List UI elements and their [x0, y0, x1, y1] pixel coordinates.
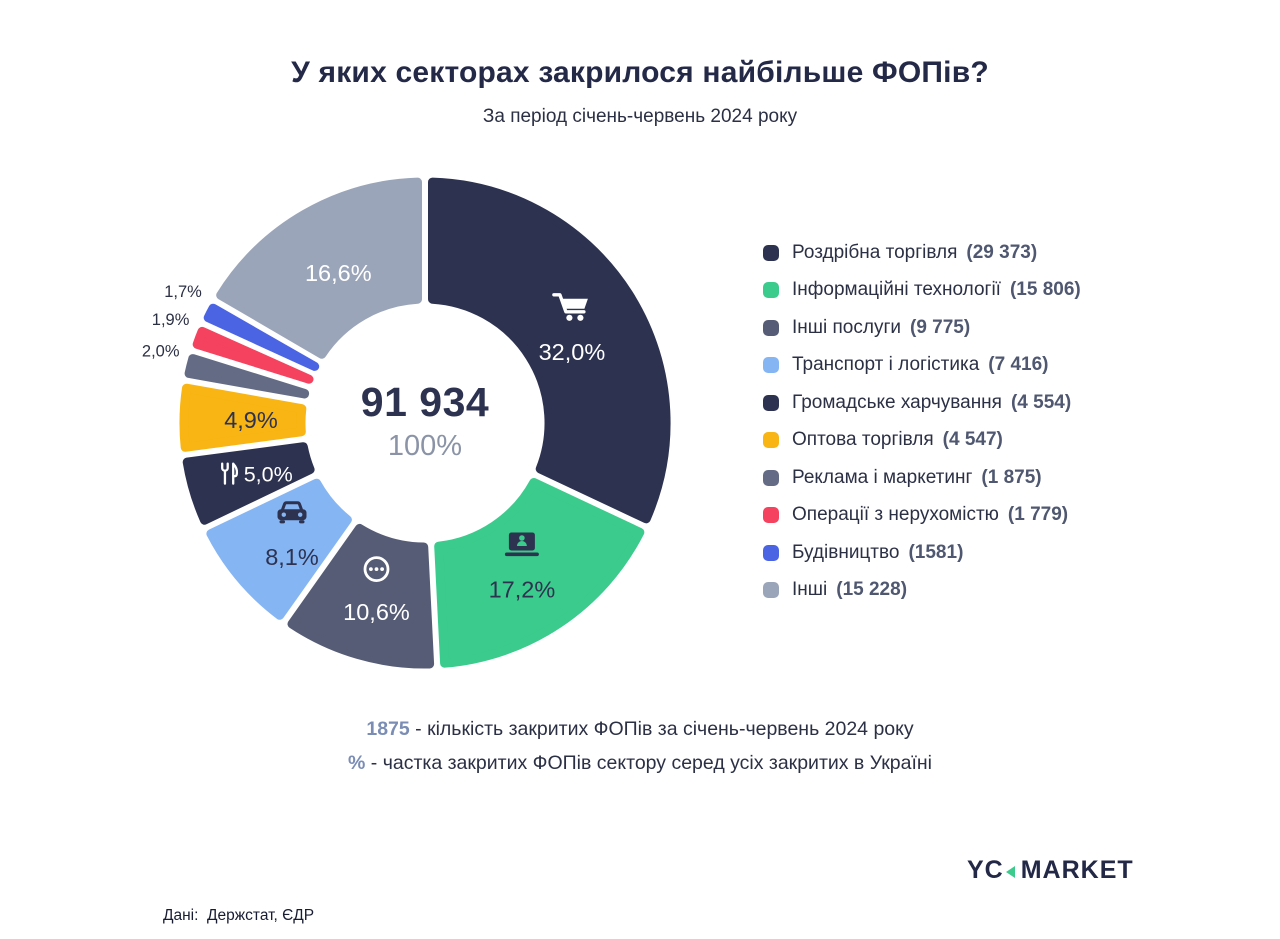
legend-swatch	[763, 244, 779, 261]
legend-label: Інші послуги	[792, 316, 901, 338]
legend-item: Інші (15 228)	[763, 579, 1081, 602]
legend-item: Оптова торгівля (4 547)	[763, 429, 1081, 452]
legend-label: Будівництво	[792, 541, 900, 563]
logo-market-text: MARKET	[1020, 856, 1134, 884]
footnote-counts-text: - кількість закритих ФОПів за січень-чер…	[409, 718, 914, 740]
car-icon	[277, 501, 307, 524]
legend-count: (4 554)	[1010, 391, 1072, 413]
legend-label: Транспорт і логістика	[792, 354, 980, 375]
logo-triangle-icon	[1005, 865, 1015, 878]
slice-percent-label: 32,0%	[539, 339, 606, 365]
donut-slice-3	[206, 478, 352, 620]
footnote-counts: 1875 - кількість закритих ФОПів за січен…	[0, 718, 1280, 741]
footnote-percent-highlight: %	[348, 752, 366, 774]
slice-percent-label: 4,9%	[224, 407, 278, 433]
legend-count: (1581)	[908, 541, 964, 563]
legend-label: Громадське харчування	[792, 391, 1002, 413]
legend-item: Громадське харчування (4 554)	[763, 391, 1081, 414]
legend-label: Реклама і маркетинг	[792, 466, 973, 488]
footnote-percent-text: - частка закритих ФОПів сектору серед ус…	[365, 752, 932, 774]
logo-yc-text: YC	[967, 856, 1004, 884]
donut-slice-9	[216, 177, 422, 359]
legend-swatch	[763, 357, 779, 373]
legend-swatch	[763, 282, 779, 298]
legend-count: (1 875)	[981, 466, 1042, 488]
legend-label: Роздрібна торгівля	[792, 241, 958, 263]
slice-percent-label: 8,1%	[265, 544, 319, 570]
yc-market-logo: YC MARKET	[967, 856, 1134, 885]
donut-slice-2	[287, 523, 435, 669]
donut-slice-8	[203, 303, 320, 371]
legend-label: Операції з нерухомістю	[792, 504, 999, 525]
legend-swatch	[763, 582, 779, 598]
legend-label: Оптова торгівля	[792, 429, 934, 450]
legend-count: (29 373)	[966, 241, 1038, 263]
source-block: Дані: Держстат, ЄДР Аналітика: YouContro…	[163, 848, 375, 939]
legend-count: (4 547)	[942, 429, 1003, 450]
legend-label: Інші	[792, 579, 828, 600]
legend-item: Будівництво (1581)	[763, 541, 1081, 564]
footnote-percent: % - частка закритих ФОПів сектору серед …	[0, 752, 1280, 775]
donut-slice-1	[434, 478, 645, 668]
slice-percent-label: 1,7%	[164, 283, 202, 301]
legend-swatch	[763, 319, 779, 336]
slice-percent-label: 17,2%	[489, 577, 556, 603]
legend-swatch	[763, 507, 779, 523]
ellipsis-circle-icon	[363, 556, 390, 582]
legend-count: (9 775)	[910, 316, 971, 338]
slice-percent-label: 10,6%	[343, 599, 410, 625]
donut-slice-7	[192, 326, 314, 384]
footnote-counts-highlight: 1875	[366, 718, 410, 740]
legend-label: Інформаційні технології	[792, 279, 1001, 300]
page-title: У яких секторах закрилося найбільше ФОПі…	[291, 56, 989, 89]
page-subtitle: За період січень-червень 2024 року	[482, 106, 798, 127]
donut-slice-4	[182, 442, 315, 525]
donut-slice-6	[184, 354, 310, 399]
restaurant-icon	[221, 462, 239, 485]
legend-swatch	[763, 544, 779, 561]
laptop-user-icon	[504, 532, 539, 557]
legend-swatch	[763, 432, 779, 448]
donut-slice-5	[179, 383, 307, 452]
legend-item: Інші послуги (9 775)	[763, 316, 1081, 339]
legend-count: (15 806)	[1009, 279, 1081, 300]
source-data-line: Дані: Держстат, ЄДР	[163, 907, 315, 924]
donut-slice-0	[428, 177, 671, 524]
cart-icon	[552, 293, 588, 321]
legend: Роздрібна торгівля (29 373) Інформаційні…	[763, 241, 1081, 602]
legend-count: (15 228)	[836, 579, 908, 600]
slice-percent-label: 1,9%	[152, 311, 190, 329]
legend-count: (1 779)	[1007, 504, 1069, 525]
legend-item: Реклама і маркетинг (1 875)	[763, 466, 1081, 489]
legend-item: Інформаційні технології (15 806)	[763, 279, 1081, 302]
legend-count: (7 416)	[988, 354, 1049, 375]
legend-item: Операції з нерухомістю (1 779)	[763, 504, 1081, 527]
slice-percent-label: 5,0%	[244, 463, 293, 487]
legend-item: Транспорт і логістика (7 416)	[763, 354, 1081, 377]
legend-swatch	[763, 469, 779, 486]
legend-swatch	[763, 394, 779, 411]
slice-percent-label: 2,0%	[142, 343, 180, 361]
slice-percent-label: 16,6%	[305, 260, 372, 286]
legend-item: Роздрібна торгівля (29 373)	[763, 241, 1081, 264]
